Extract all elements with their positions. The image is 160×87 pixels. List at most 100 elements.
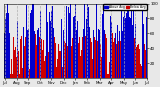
- Bar: [15, 47, 16, 78]
- Bar: [74, 16, 75, 78]
- Bar: [129, 17, 130, 78]
- Bar: [120, 41, 121, 78]
- Bar: [59, 51, 60, 78]
- Bar: [85, 36, 86, 78]
- Bar: [69, 13, 70, 78]
- Bar: [121, 9, 122, 78]
- Bar: [98, 29, 99, 78]
- Bar: [70, 4, 71, 78]
- Bar: [123, 17, 124, 78]
- Bar: [82, 37, 83, 78]
- Bar: [136, 47, 137, 78]
- Bar: [87, 4, 88, 78]
- Bar: [134, 38, 135, 78]
- Bar: [65, 43, 66, 78]
- Bar: [36, 45, 37, 78]
- Bar: [117, 25, 118, 78]
- Bar: [100, 44, 101, 78]
- Bar: [125, 18, 126, 78]
- Bar: [10, 74, 11, 78]
- Bar: [18, 51, 19, 78]
- Bar: [105, 34, 106, 78]
- Bar: [112, 33, 113, 78]
- Bar: [54, 37, 55, 78]
- Bar: [23, 34, 24, 78]
- Bar: [35, 34, 36, 78]
- Bar: [56, 67, 57, 78]
- Bar: [39, 37, 40, 78]
- Bar: [83, 29, 84, 78]
- Bar: [72, 38, 73, 78]
- Bar: [50, 21, 51, 78]
- Bar: [62, 67, 63, 78]
- Bar: [107, 74, 108, 78]
- Bar: [109, 62, 110, 78]
- Bar: [29, 69, 30, 78]
- Bar: [38, 28, 39, 78]
- Bar: [128, 4, 129, 78]
- Bar: [89, 27, 90, 78]
- Bar: [138, 44, 139, 78]
- Bar: [76, 30, 77, 78]
- Bar: [71, 46, 72, 78]
- Bar: [99, 30, 100, 78]
- Bar: [103, 4, 104, 78]
- Bar: [102, 14, 103, 78]
- Bar: [144, 44, 145, 78]
- Bar: [80, 56, 81, 78]
- Bar: [91, 42, 92, 78]
- Bar: [104, 40, 105, 78]
- Bar: [146, 17, 147, 78]
- Bar: [34, 31, 35, 78]
- Bar: [5, 19, 6, 78]
- Bar: [9, 33, 10, 78]
- Bar: [19, 74, 20, 78]
- Bar: [44, 61, 45, 78]
- Bar: [58, 44, 59, 78]
- Bar: [68, 32, 69, 78]
- Bar: [64, 41, 65, 78]
- Bar: [40, 11, 41, 78]
- Bar: [73, 17, 74, 78]
- Bar: [11, 59, 12, 78]
- Bar: [22, 68, 23, 78]
- Bar: [132, 25, 133, 78]
- Bar: [45, 56, 46, 78]
- Bar: [79, 64, 80, 78]
- Bar: [84, 4, 85, 78]
- Bar: [111, 22, 112, 78]
- Bar: [92, 59, 93, 78]
- Bar: [53, 28, 54, 78]
- Bar: [118, 41, 119, 78]
- Bar: [20, 39, 21, 78]
- Bar: [133, 5, 134, 78]
- Bar: [63, 30, 64, 78]
- Bar: [130, 18, 131, 78]
- Bar: [131, 4, 132, 78]
- Bar: [122, 31, 123, 78]
- Bar: [24, 46, 25, 78]
- Bar: [33, 4, 34, 78]
- Bar: [28, 29, 29, 78]
- Bar: [106, 14, 107, 78]
- Bar: [32, 4, 33, 78]
- Bar: [42, 50, 43, 78]
- Bar: [90, 38, 91, 78]
- Bar: [94, 37, 95, 78]
- Bar: [95, 40, 96, 78]
- Bar: [135, 47, 136, 78]
- Bar: [43, 37, 44, 78]
- Bar: [13, 37, 14, 78]
- Bar: [26, 5, 27, 78]
- Bar: [116, 44, 117, 78]
- Bar: [51, 11, 52, 78]
- Bar: [27, 30, 28, 78]
- Bar: [88, 7, 89, 78]
- Bar: [86, 19, 87, 78]
- Bar: [93, 30, 94, 78]
- Bar: [30, 13, 31, 78]
- Bar: [119, 31, 120, 78]
- Bar: [75, 4, 76, 78]
- Bar: [137, 45, 138, 78]
- Bar: [8, 13, 9, 78]
